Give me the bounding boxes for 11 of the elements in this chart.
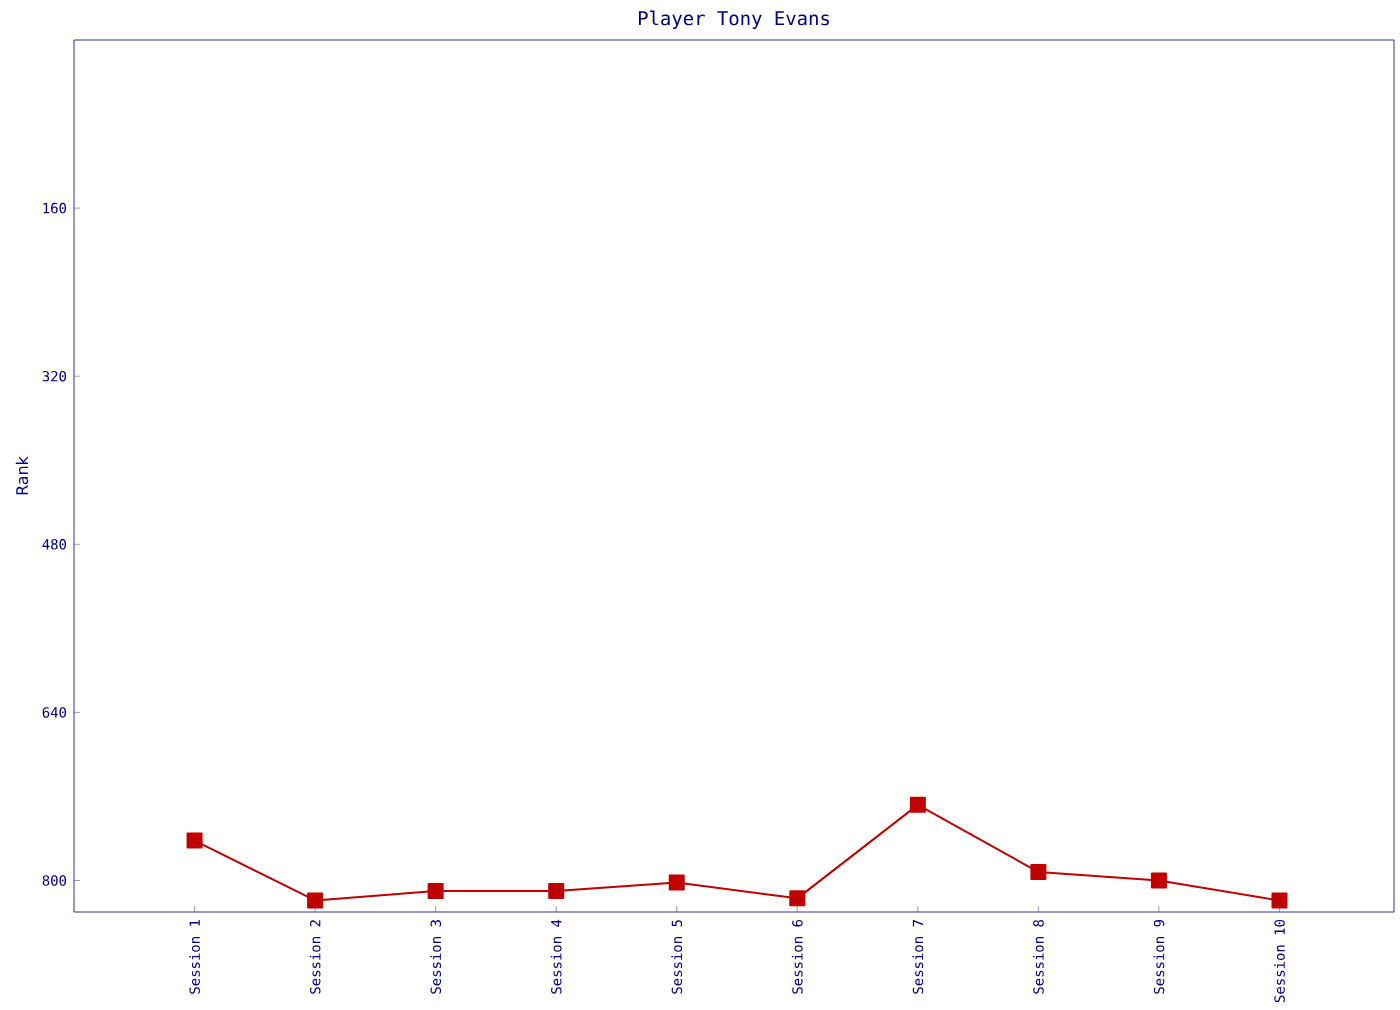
- point: [668, 874, 685, 891]
- chart-title: Player Tony Evans: [638, 10, 829, 30]
- point: [427, 883, 444, 900]
- point: [909, 797, 926, 814]
- point: [1150, 872, 1167, 889]
- point: [548, 883, 565, 900]
- point: [1271, 892, 1288, 909]
- point: [307, 892, 324, 909]
- point: [186, 832, 203, 849]
- point: [789, 890, 806, 907]
- point: [1030, 864, 1047, 881]
